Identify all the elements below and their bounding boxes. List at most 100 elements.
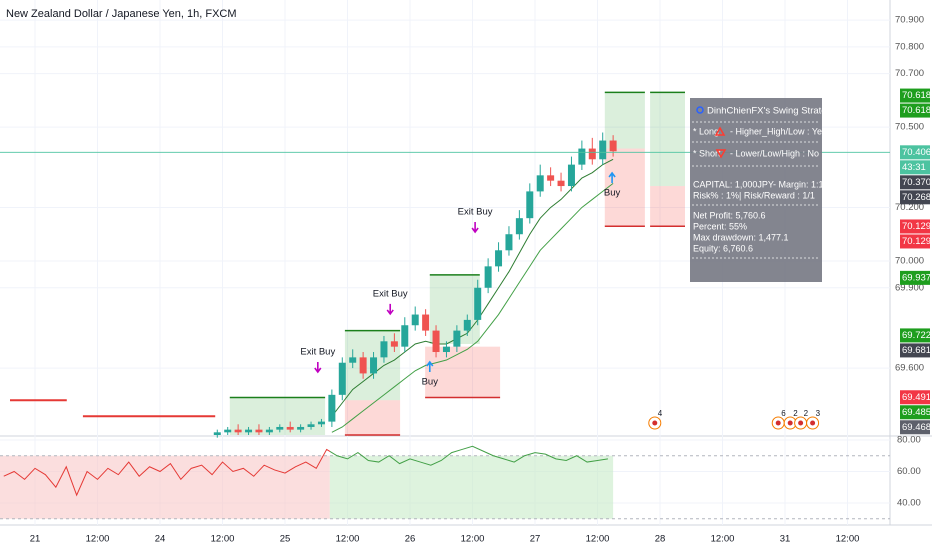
event-label: 6 <box>781 409 786 418</box>
candle-body <box>401 325 409 347</box>
price-label: 70.268 <box>902 192 931 203</box>
osc-tick-label: 60.00 <box>897 466 921 477</box>
price-label: 69.937 <box>902 272 931 283</box>
osc-tick-label: 40.00 <box>897 498 921 509</box>
panel-line: Equity: 6,760.6 <box>693 243 753 253</box>
candle-body <box>515 218 523 235</box>
panel-line: CAPITAL: 1,000JPY- Margin: 1:100 <box>693 179 834 189</box>
annotation: Exit Buy <box>300 347 335 358</box>
candle-body <box>265 429 273 433</box>
chart-title: New Zealand Dollar / Japanese Yen, 1h, F… <box>6 8 237 20</box>
price-label: 43:31 <box>902 162 926 173</box>
price-label-bg <box>900 160 930 175</box>
candle-body <box>359 357 367 374</box>
x-tick-label: 24 <box>155 534 166 545</box>
ma-line <box>331 158 614 417</box>
price-label: 70.406 <box>902 147 931 158</box>
candle-body <box>422 314 430 331</box>
panel-short-rule: - Lower/Low/High : No <box>730 148 819 158</box>
candle-body <box>588 148 596 160</box>
x-tick-label: 12:00 <box>586 534 610 545</box>
price-label-bg <box>900 405 930 420</box>
candle-body <box>370 357 378 374</box>
candle-body <box>276 426 284 430</box>
osc-tick-label: 80.00 <box>897 435 921 446</box>
y-tick-label: 70.500 <box>895 122 924 133</box>
candle-body <box>536 175 544 192</box>
price-label-bg <box>900 390 930 405</box>
x-tick-label: 12:00 <box>336 534 360 545</box>
y-tick-label: 70.200 <box>895 202 924 213</box>
price-label: 69.491 <box>902 392 931 403</box>
x-tick-label: 27 <box>530 534 541 545</box>
candle-body <box>307 424 315 427</box>
candle-body <box>224 429 232 433</box>
candle-body <box>380 341 388 358</box>
price-label-bg <box>900 328 930 343</box>
candle-body <box>411 314 419 326</box>
y-tick-label: 69.600 <box>895 363 924 374</box>
candle-body <box>526 191 534 219</box>
candle-body <box>390 341 398 347</box>
candle-body <box>567 164 575 187</box>
price-label-bg <box>900 190 930 205</box>
panel-line: Percent: 55% <box>693 221 747 231</box>
price-label: 69.468 <box>902 422 931 433</box>
y-tick-label: 70.900 <box>895 15 924 26</box>
y-tick-label: 70.800 <box>895 41 924 52</box>
annotation: Buy <box>604 188 621 199</box>
x-tick-label: 28 <box>655 534 666 545</box>
price-label-bg <box>900 343 930 358</box>
panel-long: * Long <box>693 126 719 136</box>
price-label-bg <box>900 270 930 285</box>
candle-body <box>213 432 221 435</box>
y-tick-label: 70.000 <box>895 256 924 267</box>
candle-body <box>328 394 336 422</box>
annotation: Exit Buy <box>458 207 493 218</box>
annotation: Exit Buy <box>373 288 408 299</box>
position-zone <box>344 400 401 435</box>
event-label: 2 <box>804 409 809 418</box>
candle-body <box>474 287 482 320</box>
osc-zone <box>329 455 614 519</box>
candle-body <box>495 250 503 267</box>
event-dot <box>787 420 793 426</box>
signal-arrow <box>314 362 322 374</box>
panel-line: Net Profit: 5,760.6 <box>693 210 766 220</box>
price-label-bg <box>900 219 930 234</box>
x-tick-label: 21 <box>30 534 41 545</box>
event-dot <box>810 420 816 426</box>
price-label-bg <box>900 145 930 160</box>
price-label: 70.618 <box>902 105 931 116</box>
event-dot <box>775 420 781 426</box>
price-label-bg <box>900 420 930 435</box>
candle-body <box>234 429 242 433</box>
ma-line <box>331 182 614 433</box>
price-label-bg <box>900 103 930 118</box>
signal-arrow <box>471 222 479 234</box>
candle-body <box>317 421 325 425</box>
price-label: 70.618 <box>902 90 931 101</box>
price-label: 70.370 <box>902 177 931 188</box>
x-tick-label: 25 <box>280 534 291 545</box>
signal-arrow <box>426 360 434 372</box>
panel-line: Risk% : 1%| Risk/Reward : 1/1 <box>693 190 815 200</box>
y-tick-label: 69.900 <box>895 282 924 293</box>
y-tick-label: 70.700 <box>895 68 924 79</box>
price-label: 69.722 <box>902 330 931 341</box>
signal-arrow <box>608 171 616 184</box>
price-label: 69.485 <box>902 407 931 418</box>
candle-body <box>338 362 346 395</box>
candle-body <box>578 148 586 165</box>
price-label-bg <box>900 88 930 103</box>
signal-arrow <box>386 303 394 316</box>
position-zone <box>604 92 645 149</box>
position-zone <box>650 186 685 227</box>
event-label: 3 <box>816 409 821 418</box>
price-label: 70.129 <box>902 236 931 247</box>
candle-body <box>245 429 253 433</box>
price-label: 69.681 <box>902 345 931 356</box>
candle-body <box>453 330 461 347</box>
